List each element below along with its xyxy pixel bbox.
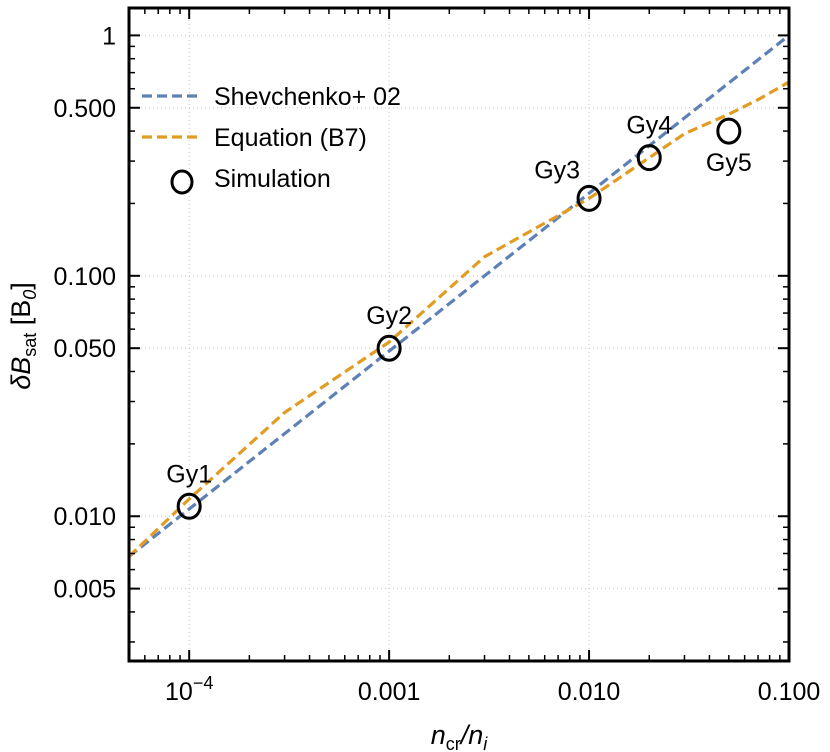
simulation-point: [576, 184, 602, 212]
series-line-2: [127, 80, 790, 558]
axis-ticks: 10−4 0.001 0.010 0.100 1 0.500 0.100 0.050 0.010…: [53, 8, 820, 706]
point-label: Gy5: [706, 149, 752, 177]
legend-label: Equation (B7): [214, 124, 367, 152]
y-tick-label: 0.050: [53, 335, 116, 363]
y-tick-label: 0.100: [53, 263, 116, 291]
x-tick-label: 0.001: [358, 678, 421, 706]
y-tick-label: 1: [102, 22, 116, 50]
legend-label: Simulation: [214, 165, 331, 193]
simulation-points: Gy1 Gy2 Gy3 Gy4 Gy5: [166, 112, 752, 520]
y-tick-label: 0.005: [53, 576, 116, 604]
simulation-point: [716, 117, 742, 145]
y-tick-label: 0.500: [53, 95, 116, 123]
y-axis-label: δBsat [B0]: [6, 282, 40, 390]
point-label: Gy3: [534, 156, 580, 184]
point-label: Gy1: [166, 460, 212, 488]
series-line-1: [128, 34, 790, 558]
point-label: Gy2: [366, 302, 412, 330]
y-tick-label: 0.010: [53, 503, 116, 531]
simulation-point: [376, 334, 402, 362]
x-tick-label: 0.100: [758, 678, 821, 706]
plot-frame: [127, 6, 791, 663]
legend-label: Shevchenko+ 02: [214, 83, 401, 111]
x-tick-label: 0.010: [558, 678, 621, 706]
simulation-point: [636, 144, 662, 172]
point-label: Gy4: [626, 112, 672, 140]
x-tick-label: 10−4: [165, 673, 213, 706]
legend: Shevchenko+ 02 Equation (B7) Simulation: [142, 83, 401, 195]
frame-border: [127, 6, 791, 663]
curves: [127, 34, 790, 558]
legend-swatch: [170, 169, 194, 195]
x-axis-label: ncr/ni: [431, 720, 489, 752]
simulation-point: [176, 492, 202, 520]
